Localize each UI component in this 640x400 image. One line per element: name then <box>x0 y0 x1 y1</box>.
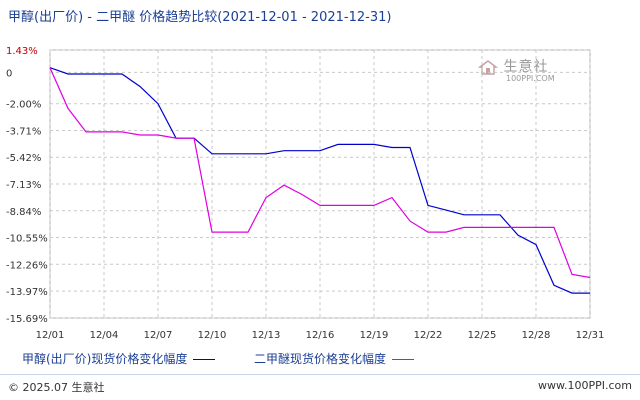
y-tick-label: -2.00% <box>6 100 41 111</box>
footer-divider <box>0 374 640 375</box>
series-line-dme <box>49 67 591 279</box>
y-tick-label: -8.84% <box>6 207 41 218</box>
y-tick-label: 0 <box>6 68 12 79</box>
legend-label-methanol: 甲醇(出厂价)现货价格变化幅度 <box>22 352 188 366</box>
legend-label-dme: 二甲醚现货价格变化幅度 <box>254 352 387 366</box>
x-tick-label: 12/28 <box>522 330 551 341</box>
watermark-url: 100PPI.COM <box>506 74 555 83</box>
x-tick-label: 12/25 <box>468 330 497 341</box>
footer-copyright: © 2025.07 生意社 <box>8 381 105 394</box>
y-tick-label: -12.26% <box>6 260 48 271</box>
chart-series <box>49 67 591 294</box>
chart-title: 甲醇(出厂价) - 二甲醚 价格趋势比较(2021-12-01 - 2021-1… <box>8 10 392 25</box>
x-tick-label: 12/01 <box>36 330 65 341</box>
legend-swatch-dme <box>392 359 415 360</box>
y-axis-tick-labels: 1.43% 0 -2.00% -3.71% -5.42% -7.13% -8.84% -10.… <box>6 46 48 325</box>
y-tick-label: -10.55% <box>6 234 48 245</box>
x-tick-label: 12/19 <box>360 330 389 341</box>
x-tick-label: 12/13 <box>252 330 281 341</box>
legend-swatch-methanol <box>193 359 216 360</box>
x-tick-label: 12/31 <box>576 330 605 341</box>
x-axis-tick-labels: 12/01 12/04 12/07 12/10 12/13 12/16 12/19 12/22… <box>36 330 605 341</box>
x-tick-label: 12/22 <box>414 330 443 341</box>
line-chart: 1.43% 0 -2.00% -3.71% -5.42% -7.13% -8.84% -10.… <box>6 46 605 341</box>
legend-item-methanol: 甲醇(出厂价)现货价格变化幅度 <box>22 350 216 367</box>
x-tick-label: 12/04 <box>90 330 119 341</box>
y-tick-label: -13.97% <box>6 287 48 298</box>
x-tick-label: 12/10 <box>198 330 227 341</box>
x-tick-label: 12/16 <box>306 330 335 341</box>
chart-grid <box>49 49 591 319</box>
x-tick-label: 12/07 <box>144 330 173 341</box>
y-tick-label: -15.69% <box>6 314 48 325</box>
legend-item-dme: 二甲醚现货价格变化幅度 <box>254 350 415 367</box>
footer-site-link[interactable]: www.100PPI.com <box>538 379 632 392</box>
y-tick-label: -7.13% <box>6 180 41 191</box>
y-tick-label: -5.42% <box>6 153 41 164</box>
y-tick-label: -3.71% <box>6 126 41 137</box>
series-line-methanol <box>49 67 590 294</box>
y-tick-label: 1.43% <box>6 46 38 57</box>
